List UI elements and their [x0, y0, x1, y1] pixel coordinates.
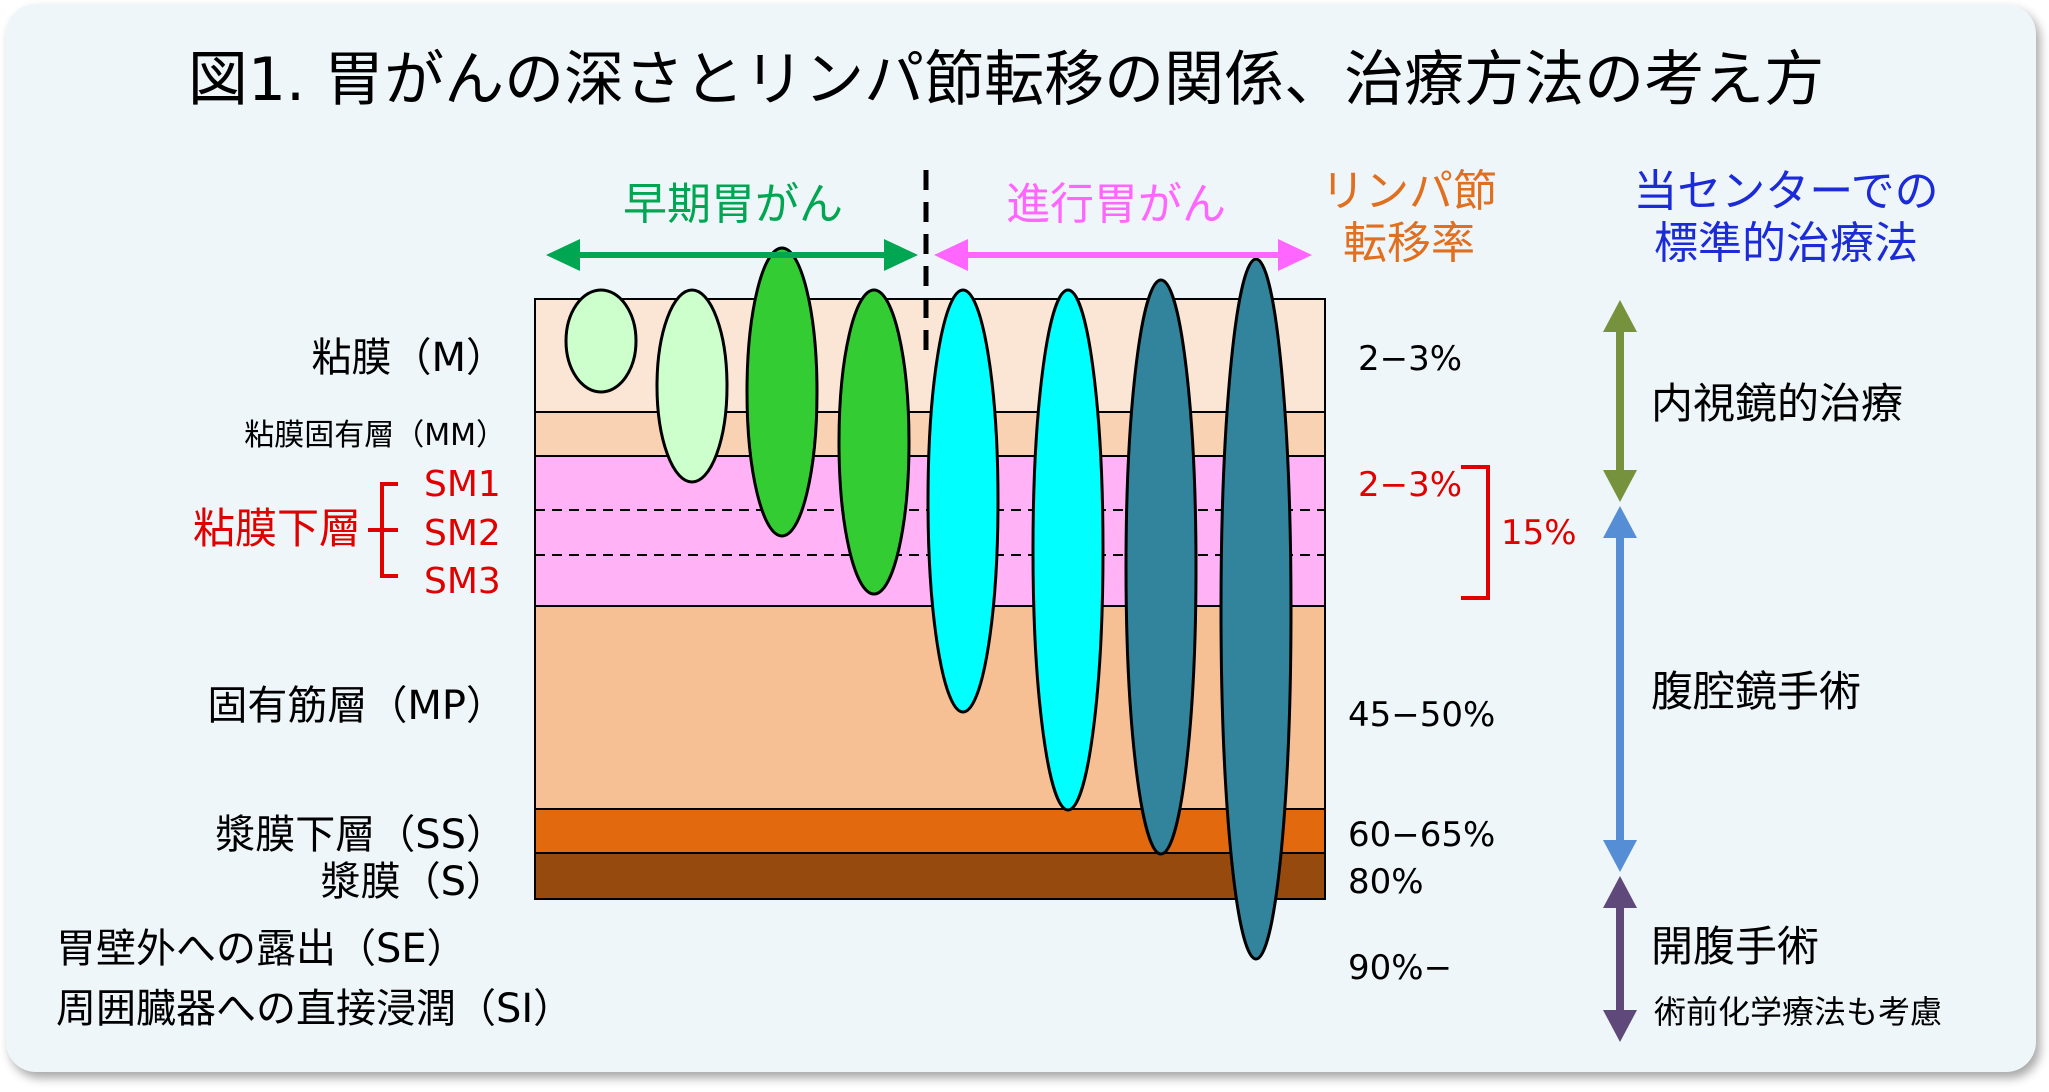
layer-label-m: 粘膜（M）	[311, 335, 506, 381]
tumor-early-sm3	[837, 288, 911, 596]
layer-label-s: 漿膜（S）	[321, 859, 506, 905]
rate-mp: 45−50%	[1348, 695, 1495, 735]
figure-title: 図1. 胃がんの深さとリンパ節転移の関係、治療方法の考え方	[188, 45, 1824, 115]
treatment-open-note: 術前化学療法も考慮	[1654, 993, 1942, 1031]
rate-sm-total: 15%	[1501, 513, 1577, 553]
layer-serosa	[534, 852, 1326, 900]
layer-label-ss: 漿膜下層（SS）	[215, 812, 506, 858]
treatment-open: 開腹手術	[1651, 922, 1819, 971]
open-surgery-arrow	[1603, 876, 1637, 1042]
lymph-rate-header-line2: 転移率	[1343, 218, 1475, 269]
layer-label-submucosa: 粘膜下層	[193, 504, 361, 553]
tumor-early-mm	[655, 288, 729, 484]
rate-se-si: 90%−	[1348, 948, 1452, 988]
layer-subserosa	[534, 808, 1326, 854]
rate-sm1: 2−3%	[1358, 465, 1462, 505]
sm-rate-bracket	[1461, 465, 1490, 600]
tumor-advanced-ss	[1031, 288, 1105, 812]
treatment-laparoscopic: 腹腔鏡手術	[1651, 667, 1861, 716]
rate-ss: 60−65%	[1348, 815, 1495, 855]
figure-card: 図1. 胃がんの深さとリンパ節転移の関係、治療方法の考え方 早期胃がん 進行胃が…	[6, 4, 2036, 1072]
tumor-advanced-s	[1124, 278, 1198, 856]
early-cancer-arrow	[546, 239, 918, 271]
tumor-early-sm2	[745, 246, 819, 538]
rate-m: 2−3%	[1358, 339, 1462, 379]
layer-label-mm: 粘膜固有層（MM）	[244, 418, 506, 453]
standard-treatment-header-line2: 標準的治療法	[1654, 218, 1918, 269]
layer-label-se: 胃壁外への露出（SE）	[56, 926, 467, 972]
standard-treatment-header-line1: 当センターでの	[1633, 166, 1938, 217]
lymph-rate-header-line1: リンパ節	[1321, 166, 1497, 217]
advanced-cancer-label: 進行胃がん	[1006, 179, 1226, 230]
laparoscopic-surgery-arrow	[1603, 506, 1637, 872]
layer-label-sm3: SM3	[424, 561, 501, 602]
tumor-early-m	[564, 288, 638, 394]
depth-lymph-diagram: 図1. 胃がんの深さとリンパ節転移の関係、治療方法の考え方 早期胃がん 進行胃が…	[56, 45, 1942, 1042]
rate-s: 80%	[1348, 862, 1424, 902]
layer-label-sm2: SM2	[424, 513, 501, 554]
advanced-cancer-arrow	[934, 239, 1312, 271]
layer-muscularis-propria	[534, 605, 1326, 810]
submucosa-bracket	[368, 482, 398, 578]
layer-label-sm1: SM1	[424, 464, 501, 505]
tumor-advanced-mp	[926, 288, 1000, 714]
treatment-endoscopic: 内視鏡的治療	[1651, 379, 1903, 428]
layer-label-mp: 固有筋層（MP）	[207, 683, 506, 729]
early-cancer-label: 早期胃がん	[623, 179, 843, 230]
layer-label-si: 周囲臓器への直接浸潤（SI）	[56, 986, 573, 1032]
endoscopic-treatment-arrow	[1603, 300, 1637, 502]
layer-mucosa	[534, 298, 1326, 413]
tumor-advanced-se	[1219, 257, 1293, 961]
